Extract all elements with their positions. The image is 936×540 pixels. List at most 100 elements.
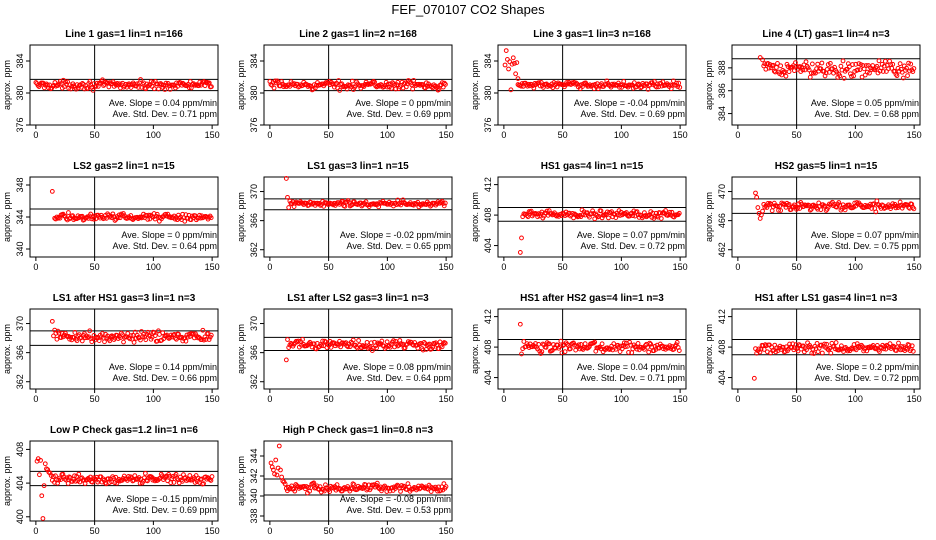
y-axis-label: approx. ppm xyxy=(704,192,714,242)
data-point xyxy=(617,84,622,90)
data-point xyxy=(393,86,399,92)
x-tick-label: 50 xyxy=(558,262,568,272)
data-point xyxy=(137,214,143,220)
data-point xyxy=(781,201,787,207)
ave-std-dev-annotation: Ave. Std. Dev. = 0.72 ppm xyxy=(581,241,685,251)
plot-frame xyxy=(263,308,453,390)
data-point xyxy=(100,77,105,83)
data-point xyxy=(539,349,545,355)
y-axis-label: approx. ppm xyxy=(2,456,12,506)
data-point xyxy=(778,208,784,213)
data-point xyxy=(375,485,381,490)
data-point xyxy=(544,208,550,214)
data-point xyxy=(911,66,917,71)
data-point xyxy=(563,82,568,88)
y-tick-label: 370 xyxy=(15,316,25,331)
y-axis-label: approx. ppm xyxy=(236,324,246,374)
data-point xyxy=(601,212,607,218)
x-tick-label: 0 xyxy=(735,394,740,404)
data-point xyxy=(334,482,340,488)
figure-title: FEF_070107 CO2 Shapes xyxy=(391,2,545,17)
data-point xyxy=(824,341,829,347)
data-point xyxy=(576,213,582,219)
data-point xyxy=(53,83,59,89)
data-point xyxy=(671,346,677,352)
data-point xyxy=(440,201,446,206)
data-point xyxy=(651,79,657,84)
data-point xyxy=(855,67,861,73)
x-tick-label: 100 xyxy=(848,262,863,272)
data-point xyxy=(840,58,846,64)
x-tick-label: 0 xyxy=(735,262,740,272)
data-point xyxy=(272,471,277,477)
data-point xyxy=(376,204,382,210)
data-point xyxy=(841,75,847,81)
data-point xyxy=(598,208,604,214)
data-point xyxy=(505,57,510,62)
data-point xyxy=(276,443,282,449)
ave-slope-annotation: Ave. Slope = 0.07 ppm/min xyxy=(577,230,685,240)
data-point xyxy=(295,338,301,344)
data-point xyxy=(107,338,113,344)
data-point xyxy=(37,472,42,478)
data-point xyxy=(880,69,886,74)
data-point xyxy=(186,477,192,483)
data-point xyxy=(209,474,215,479)
data-point xyxy=(573,80,579,86)
data-point xyxy=(757,349,763,355)
data-point xyxy=(826,69,832,75)
data-point xyxy=(628,342,634,348)
x-tick-label: 100 xyxy=(380,262,395,272)
data-point xyxy=(868,201,873,207)
data-point xyxy=(273,457,279,463)
data-point xyxy=(871,201,877,207)
data-point xyxy=(200,327,206,333)
data-point xyxy=(204,79,210,85)
data-point xyxy=(618,82,623,88)
data-point xyxy=(506,66,511,72)
y-tick-label: 412 xyxy=(483,177,493,192)
data-point xyxy=(514,60,520,65)
data-point xyxy=(528,208,534,214)
data-point xyxy=(604,78,610,84)
data-point xyxy=(362,82,368,87)
data-point xyxy=(271,85,277,91)
x-tick-label: 50 xyxy=(558,394,568,404)
data-point xyxy=(823,208,829,213)
x-tick-label: 0 xyxy=(33,394,38,404)
data-point xyxy=(279,474,285,480)
data-point xyxy=(674,340,680,345)
data-point xyxy=(755,205,761,210)
data-point xyxy=(74,338,80,344)
y-axis-label: approx. ppm xyxy=(236,192,246,242)
ave-slope-annotation: Ave. Slope = -0.08 ppm/min xyxy=(340,494,451,504)
data-point xyxy=(85,86,91,91)
data-point xyxy=(42,461,48,467)
x-tick-label: 150 xyxy=(205,526,220,536)
data-point xyxy=(341,485,346,491)
y-tick-label: 366 xyxy=(15,345,25,360)
y-tick-label: 376 xyxy=(249,117,259,132)
y-tick-label: 362 xyxy=(15,374,25,389)
data-point xyxy=(577,346,583,352)
data-point xyxy=(775,61,780,66)
data-point xyxy=(114,480,120,486)
plot-frame xyxy=(29,44,219,126)
y-axis-label: approx. ppm xyxy=(236,60,246,110)
data-point xyxy=(76,471,82,477)
data-point xyxy=(436,484,442,490)
data-point xyxy=(325,342,331,347)
x-tick-label: 100 xyxy=(614,394,629,404)
data-point xyxy=(525,214,531,220)
data-point xyxy=(398,202,404,208)
data-point xyxy=(886,66,891,71)
ave-std-dev-annotation: Ave. Std. Dev. = 0.65 ppm xyxy=(347,241,451,251)
panel-title: High P Check gas=1 lin=0.8 n=3 xyxy=(283,425,434,436)
x-tick-label: 50 xyxy=(324,526,334,536)
y-tick-label: 340 xyxy=(15,241,25,256)
data-point xyxy=(115,215,121,221)
data-point xyxy=(850,62,855,67)
data-point xyxy=(552,210,557,216)
